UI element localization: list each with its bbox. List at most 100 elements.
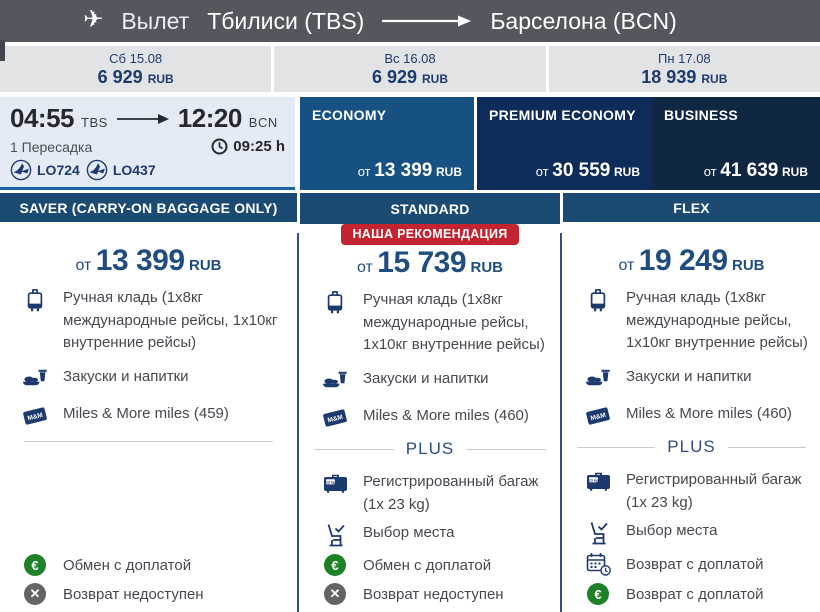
cabin-label: ECONOMY bbox=[312, 107, 387, 123]
date-tab-mon[interactable]: Пн 17.08 18 939 RUB bbox=[548, 46, 820, 92]
fare-header-standard[interactable]: STANDARD bbox=[300, 193, 560, 224]
date-tab-sat[interactable]: Сб 15.08 6 929 RUB bbox=[0, 46, 272, 92]
date-label: Сб 15.08 bbox=[109, 50, 163, 66]
fare-price-value: 19 249 bbox=[638, 244, 728, 277]
airline-logo-icon bbox=[86, 159, 108, 181]
fare-currency: RUB bbox=[732, 257, 765, 274]
fare-column-saver: SAVER (CARRY-ON BAGGAGE ONLY) от 13 399 … bbox=[0, 193, 297, 612]
fare-currency: RUB bbox=[470, 259, 504, 276]
plus-label: PLUS bbox=[667, 437, 716, 456]
svg-text:M&M: M&M bbox=[590, 412, 607, 423]
feature-text: Закуски и напитки bbox=[626, 367, 752, 385]
duration-label: 09:25 h bbox=[233, 138, 285, 155]
left-edge-notch bbox=[0, 40, 5, 61]
hand-luggage-icon bbox=[583, 287, 613, 313]
snacks-icon bbox=[583, 366, 613, 387]
date-label: Пн 17.08 bbox=[657, 50, 711, 66]
policy-refund: ✕ Возврат недоступен bbox=[300, 583, 560, 605]
date-price: 6 929 bbox=[97, 66, 143, 87]
fare-comparison: SAVER (CARRY-ON BAGGAGE ONLY) от 13 399 … bbox=[0, 193, 820, 612]
miles-card-icon: M&M bbox=[583, 403, 613, 428]
airline-logo-icon bbox=[10, 159, 32, 181]
feature-text: Miles & More miles (459) bbox=[63, 405, 229, 422]
recommendation-badge: НАША РЕКОМЕНДАЦИЯ bbox=[341, 224, 519, 245]
feature-text: Регистрированный багаж (1x 23 kg) bbox=[363, 473, 539, 513]
flight-arrow-icon bbox=[116, 113, 169, 124]
date-tab-sun[interactable]: Вс 16.08 6 929 RUB bbox=[274, 46, 546, 92]
feature-snacks: Закуски и напитки bbox=[300, 368, 560, 391]
cabin-price: 30 559 bbox=[552, 160, 611, 181]
date-tabs: Сб 15.08 6 929 RUB Вс 16.08 6 929 RUB Пн… bbox=[0, 46, 820, 92]
feature-hand-luggage: Ручная кладь (1x8кг международные рейсы,… bbox=[563, 287, 820, 355]
from-label: от bbox=[535, 164, 549, 179]
hand-luggage-icon bbox=[20, 287, 50, 313]
feature-snacks: Закуски и напитки bbox=[563, 366, 820, 389]
date-label: Вс 16.08 bbox=[384, 50, 436, 66]
feature-text: Выбор места bbox=[626, 522, 718, 539]
miles-card-icon: M&M bbox=[320, 405, 350, 430]
clock-icon bbox=[211, 138, 228, 155]
fare-currency: RUB bbox=[189, 257, 222, 274]
origin-city: Тбилиси (TBS) bbox=[207, 7, 365, 34]
feature-hand-luggage: Ручная кладь (1x8кг международные рейсы,… bbox=[0, 287, 297, 355]
policy-text: Возврат недоступен bbox=[63, 585, 204, 603]
euro-circle-icon: € bbox=[24, 554, 46, 576]
snacks-icon bbox=[20, 366, 50, 387]
cross-circle-icon: ✕ bbox=[324, 583, 346, 605]
cabin-class-tabs: ECONOMY от 13 399 RUB PREMIUM ECONOMY от… bbox=[300, 97, 820, 190]
departure-time: 04:55 bbox=[10, 103, 75, 133]
plus-divider: PLUS bbox=[577, 437, 806, 457]
feature-hand-luggage: Ручная кладь (1x8кг международные рейсы,… bbox=[300, 289, 560, 357]
fare-header-flex[interactable]: FLEX bbox=[563, 193, 820, 222]
route-header: ✈ Вылет Тбилиси (TBS) Барселона (BCN) bbox=[0, 0, 820, 42]
from-label: от bbox=[357, 164, 371, 179]
snacks-icon bbox=[320, 368, 350, 389]
tab-premium-economy[interactable]: PREMIUM ECONOMY от 30 559 RUB bbox=[477, 97, 652, 190]
from-label: от bbox=[703, 164, 717, 179]
policy-text: Возврат недоступен bbox=[363, 585, 504, 603]
fare-column-flex: FLEX от 19 249 RUB Ручная кладь (1x8кг м… bbox=[563, 193, 820, 612]
tab-economy[interactable]: ECONOMY от 13 399 RUB bbox=[300, 97, 474, 190]
fare-header-saver[interactable]: SAVER (CARRY-ON BAGGAGE ONLY) bbox=[0, 193, 297, 222]
miles-card-icon: M&M bbox=[20, 403, 50, 428]
fare-price-saver[interactable]: от 13 399 RUB bbox=[0, 244, 297, 278]
tab-business[interactable]: BUSINESS от 41 639 RUB bbox=[652, 97, 820, 190]
svg-text:23 kg: 23 kg bbox=[588, 478, 597, 482]
plane-icon: ✈ bbox=[83, 6, 104, 33]
policy-refund: € Возврат с доплатой bbox=[563, 583, 820, 605]
plus-divider: PLUS bbox=[314, 439, 546, 459]
cabin-currency: RUB bbox=[436, 165, 462, 179]
date-price: 18 939 bbox=[641, 66, 697, 87]
cabin-currency: RUB bbox=[614, 165, 640, 179]
seat-icon bbox=[583, 520, 613, 545]
policy-text: Обмен с доплатой bbox=[63, 556, 192, 574]
policy-text: Обмен с доплатой bbox=[363, 556, 492, 574]
column-divider bbox=[297, 233, 299, 612]
feature-miles: M&M Miles & More miles (459) bbox=[0, 403, 297, 428]
arrival-code: BCN bbox=[248, 115, 278, 130]
from-label: от bbox=[75, 257, 92, 274]
plus-label: PLUS bbox=[405, 439, 455, 458]
checked-baggage-icon: 23 kg bbox=[320, 471, 350, 494]
destination-city: Барселона (BCN) bbox=[490, 7, 677, 34]
cabin-label: PREMIUM ECONOMY bbox=[489, 107, 636, 123]
feature-miles: M&M Miles & More miles (460) bbox=[300, 405, 560, 430]
fare-price-value: 13 399 bbox=[95, 244, 185, 277]
date-currency: RUB bbox=[422, 71, 449, 86]
fare-price-standard[interactable]: от 15 739 RUB bbox=[300, 246, 560, 280]
cabin-currency: RUB bbox=[782, 165, 808, 179]
departure-code: TBS bbox=[81, 115, 108, 130]
cabin-price: 13 399 bbox=[374, 160, 433, 181]
policy-exchange: € Обмен с доплатой bbox=[0, 554, 297, 576]
cabin-price: 41 639 bbox=[720, 160, 779, 181]
euro-circle-icon: € bbox=[324, 554, 346, 576]
segment-flight-number: LO437 bbox=[112, 162, 156, 178]
cross-circle-icon: ✕ bbox=[24, 583, 46, 605]
feature-text: Ручная кладь (1x8кг международные рейсы,… bbox=[63, 289, 278, 351]
feature-snacks: Закуски и напитки bbox=[0, 366, 297, 389]
fare-price-flex[interactable]: от 19 249 RUB bbox=[563, 244, 820, 278]
date-currency: RUB bbox=[147, 71, 174, 86]
feature-seat-selection: Выбор места bbox=[563, 520, 820, 545]
feature-text: Закуски и напитки bbox=[363, 369, 489, 387]
feature-text: Регистрированный багаж (1x 23 kg) bbox=[626, 471, 802, 511]
